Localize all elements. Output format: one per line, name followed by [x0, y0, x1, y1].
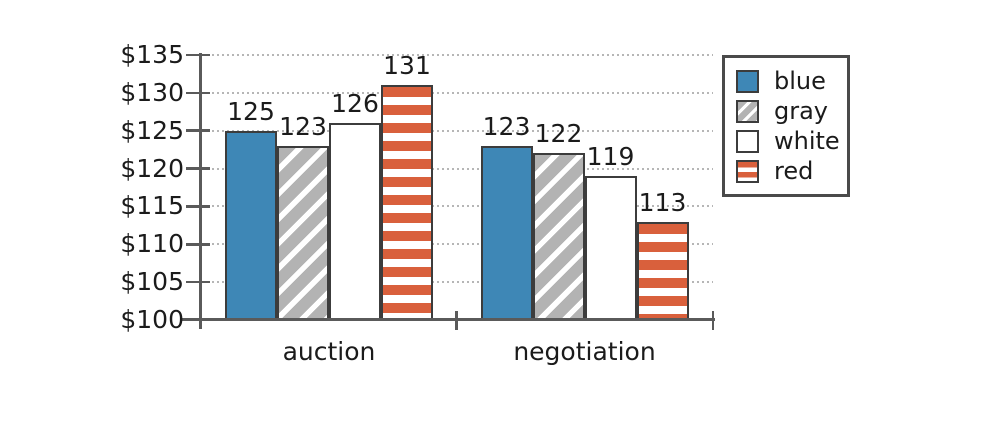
y-tick-label-130: $130 [120, 77, 184, 107]
legend-label-gray: gray [774, 97, 829, 125]
gridline-120 [202, 167, 713, 170]
gridline-105 [202, 281, 713, 284]
gridline-125 [202, 129, 713, 132]
y-tick-label-110: $110 [120, 229, 184, 259]
value-label-auction-blue: 125 [227, 96, 275, 126]
y-tick-110 [186, 243, 210, 246]
value-label-negotiation-white: 119 [586, 142, 635, 172]
legend-label-red: red [774, 157, 814, 185]
legend-item-red: red [736, 158, 836, 184]
x-tick-1 [711, 311, 715, 330]
legend-swatch-white [736, 129, 759, 153]
y-tick-100 [186, 318, 210, 322]
bar-negotiation-gray [532, 153, 585, 321]
gridline-135 [202, 54, 713, 56]
x-axis-label-negotiation: negotiation [513, 337, 656, 366]
x-axis-line [182, 318, 715, 321]
y-tick-135 [186, 53, 210, 57]
y-tick-label-135: $135 [120, 40, 184, 69]
bar-auction-blue [225, 130, 277, 321]
y-tick-125 [186, 129, 210, 132]
bar-negotiation-red [636, 221, 689, 321]
gridline-130 [202, 91, 713, 94]
bar-negotiation-white [584, 176, 637, 321]
legend-swatch-gray [736, 99, 759, 123]
legend-swatch-red [736, 159, 759, 183]
legend-item-blue: blue [736, 68, 836, 94]
y-tick-130 [186, 91, 210, 95]
bar-negotiation-blue [480, 145, 533, 321]
y-tick-115 [186, 205, 210, 208]
y-tick-label-120: $120 [120, 153, 184, 183]
y-tick-105 [186, 280, 210, 284]
gridline-110 [202, 243, 713, 246]
y-tick-label-100: $100 [120, 305, 184, 334]
y-tick-label-125: $125 [120, 115, 184, 145]
value-label-auction-white: 126 [331, 89, 379, 119]
y-tick-120 [186, 167, 210, 170]
legend-label-white: white [774, 127, 840, 155]
value-label-negotiation-gray: 122 [534, 119, 583, 149]
legend-swatch-blue [736, 69, 759, 93]
x-tick-0 [455, 311, 458, 330]
y-tick-label-105: $105 [120, 267, 184, 297]
y-axis-line [198, 53, 202, 329]
bar-auction-white [329, 123, 381, 321]
value-label-auction-red: 131 [383, 51, 431, 81]
y-tick-label-115: $115 [120, 191, 184, 221]
legend-item-gray: gray [736, 98, 836, 124]
bar-auction-gray [277, 145, 329, 321]
bar-auction-red [381, 85, 433, 321]
legend-item-white: white [736, 128, 840, 154]
gridline-115 [202, 205, 713, 208]
value-label-auction-gray: 123 [279, 111, 327, 141]
legend-label-blue: blue [774, 67, 826, 95]
x-axis-label-auction: auction [282, 337, 376, 366]
value-label-negotiation-blue: 123 [482, 111, 531, 141]
legend: blue gray white red [722, 55, 850, 197]
value-label-negotiation-red: 113 [638, 187, 687, 217]
